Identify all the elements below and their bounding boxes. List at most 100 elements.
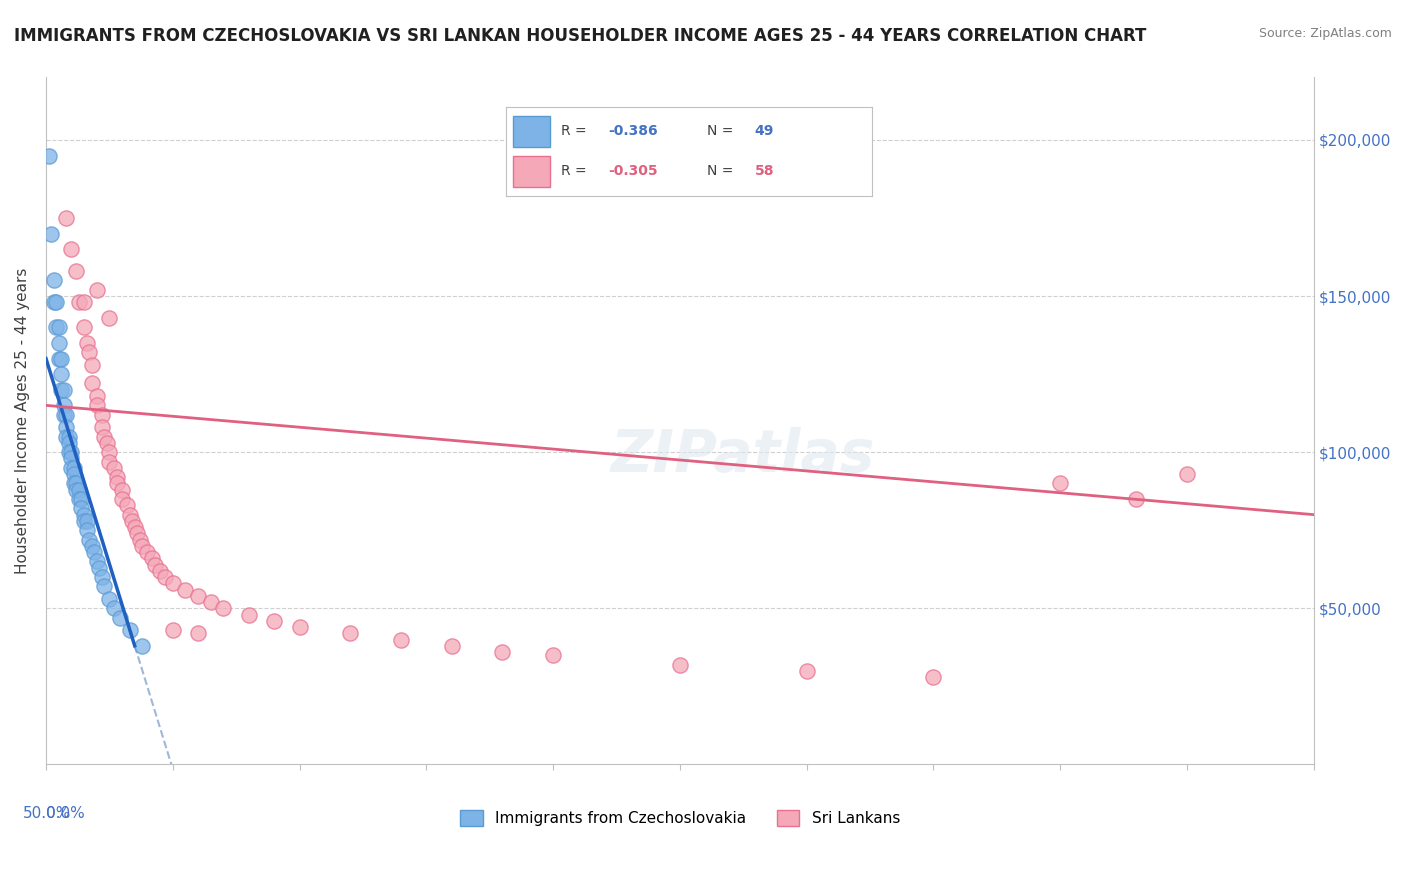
Text: -0.386: -0.386 <box>609 124 658 138</box>
Point <box>98 454 121 468</box>
Point <box>103 601 125 615</box>
Point <box>80 376 103 391</box>
Point <box>86 554 108 568</box>
Point <box>55 420 77 434</box>
Point <box>1049 476 1071 491</box>
Point <box>922 670 945 684</box>
Point <box>491 645 513 659</box>
Point <box>541 648 564 663</box>
Text: R =: R = <box>561 164 591 178</box>
Point <box>263 614 285 628</box>
Point <box>51 351 73 366</box>
Text: 49: 49 <box>755 124 775 138</box>
Point <box>77 533 100 547</box>
Point <box>73 514 96 528</box>
Point <box>131 639 153 653</box>
Point <box>796 664 818 678</box>
Point <box>389 632 412 647</box>
Point <box>111 483 134 497</box>
Point <box>187 589 209 603</box>
Bar <box>513 156 550 187</box>
Point <box>67 295 90 310</box>
Point <box>65 483 87 497</box>
Point <box>1175 467 1198 481</box>
Point <box>80 358 103 372</box>
Point <box>98 591 121 606</box>
Point <box>58 445 80 459</box>
Bar <box>513 116 550 147</box>
Point <box>77 345 100 359</box>
Point <box>131 539 153 553</box>
Point <box>42 295 65 310</box>
Point <box>45 320 67 334</box>
Point <box>162 624 184 638</box>
Point <box>187 626 209 640</box>
Point <box>200 595 222 609</box>
Point <box>76 335 98 350</box>
Point <box>238 607 260 622</box>
Point <box>96 435 118 450</box>
Point <box>55 408 77 422</box>
Point <box>76 523 98 537</box>
Point <box>65 264 87 278</box>
Point <box>162 576 184 591</box>
Point <box>118 624 141 638</box>
Text: 0.0%: 0.0% <box>46 805 84 821</box>
Point <box>105 470 128 484</box>
Point <box>93 429 115 443</box>
Point <box>63 460 86 475</box>
Point <box>1125 491 1147 506</box>
Point <box>90 420 112 434</box>
Point <box>67 483 90 497</box>
Point <box>339 626 361 640</box>
Point <box>67 491 90 506</box>
Text: R =: R = <box>561 124 591 138</box>
Y-axis label: Householder Income Ages 25 - 44 years: Householder Income Ages 25 - 44 years <box>15 268 30 574</box>
Text: -0.305: -0.305 <box>609 164 658 178</box>
Point <box>121 514 143 528</box>
Text: N =: N = <box>707 164 738 178</box>
Point <box>39 227 62 241</box>
Point <box>48 351 70 366</box>
Point <box>60 460 83 475</box>
Point <box>288 620 311 634</box>
Point <box>98 310 121 325</box>
Point <box>60 445 83 459</box>
Point <box>174 582 197 597</box>
Point <box>127 526 149 541</box>
Point <box>118 508 141 522</box>
Point <box>86 398 108 412</box>
Point <box>212 601 235 615</box>
Point <box>63 476 86 491</box>
Point <box>38 148 60 162</box>
Point <box>669 657 692 672</box>
Text: IMMIGRANTS FROM CZECHOSLOVAKIA VS SRI LANKAN HOUSEHOLDER INCOME AGES 25 - 44 YEA: IMMIGRANTS FROM CZECHOSLOVAKIA VS SRI LA… <box>14 27 1146 45</box>
Text: Source: ZipAtlas.com: Source: ZipAtlas.com <box>1258 27 1392 40</box>
Point <box>73 508 96 522</box>
Point <box>136 545 159 559</box>
Point <box>55 211 77 225</box>
Point <box>45 295 67 310</box>
Point <box>90 408 112 422</box>
Point <box>70 491 93 506</box>
Point <box>60 451 83 466</box>
Point <box>98 445 121 459</box>
Point <box>83 545 105 559</box>
Point <box>86 283 108 297</box>
Point <box>103 460 125 475</box>
Point <box>70 501 93 516</box>
Point <box>48 320 70 334</box>
Point <box>51 367 73 381</box>
Point <box>90 570 112 584</box>
Point <box>55 429 77 443</box>
Point <box>93 579 115 593</box>
Point <box>73 320 96 334</box>
Point <box>51 383 73 397</box>
Point <box>89 560 111 574</box>
Point <box>58 429 80 443</box>
Point <box>128 533 150 547</box>
Point <box>58 435 80 450</box>
Point <box>108 610 131 624</box>
Text: 50.0%: 50.0% <box>22 805 72 821</box>
Point <box>63 467 86 481</box>
